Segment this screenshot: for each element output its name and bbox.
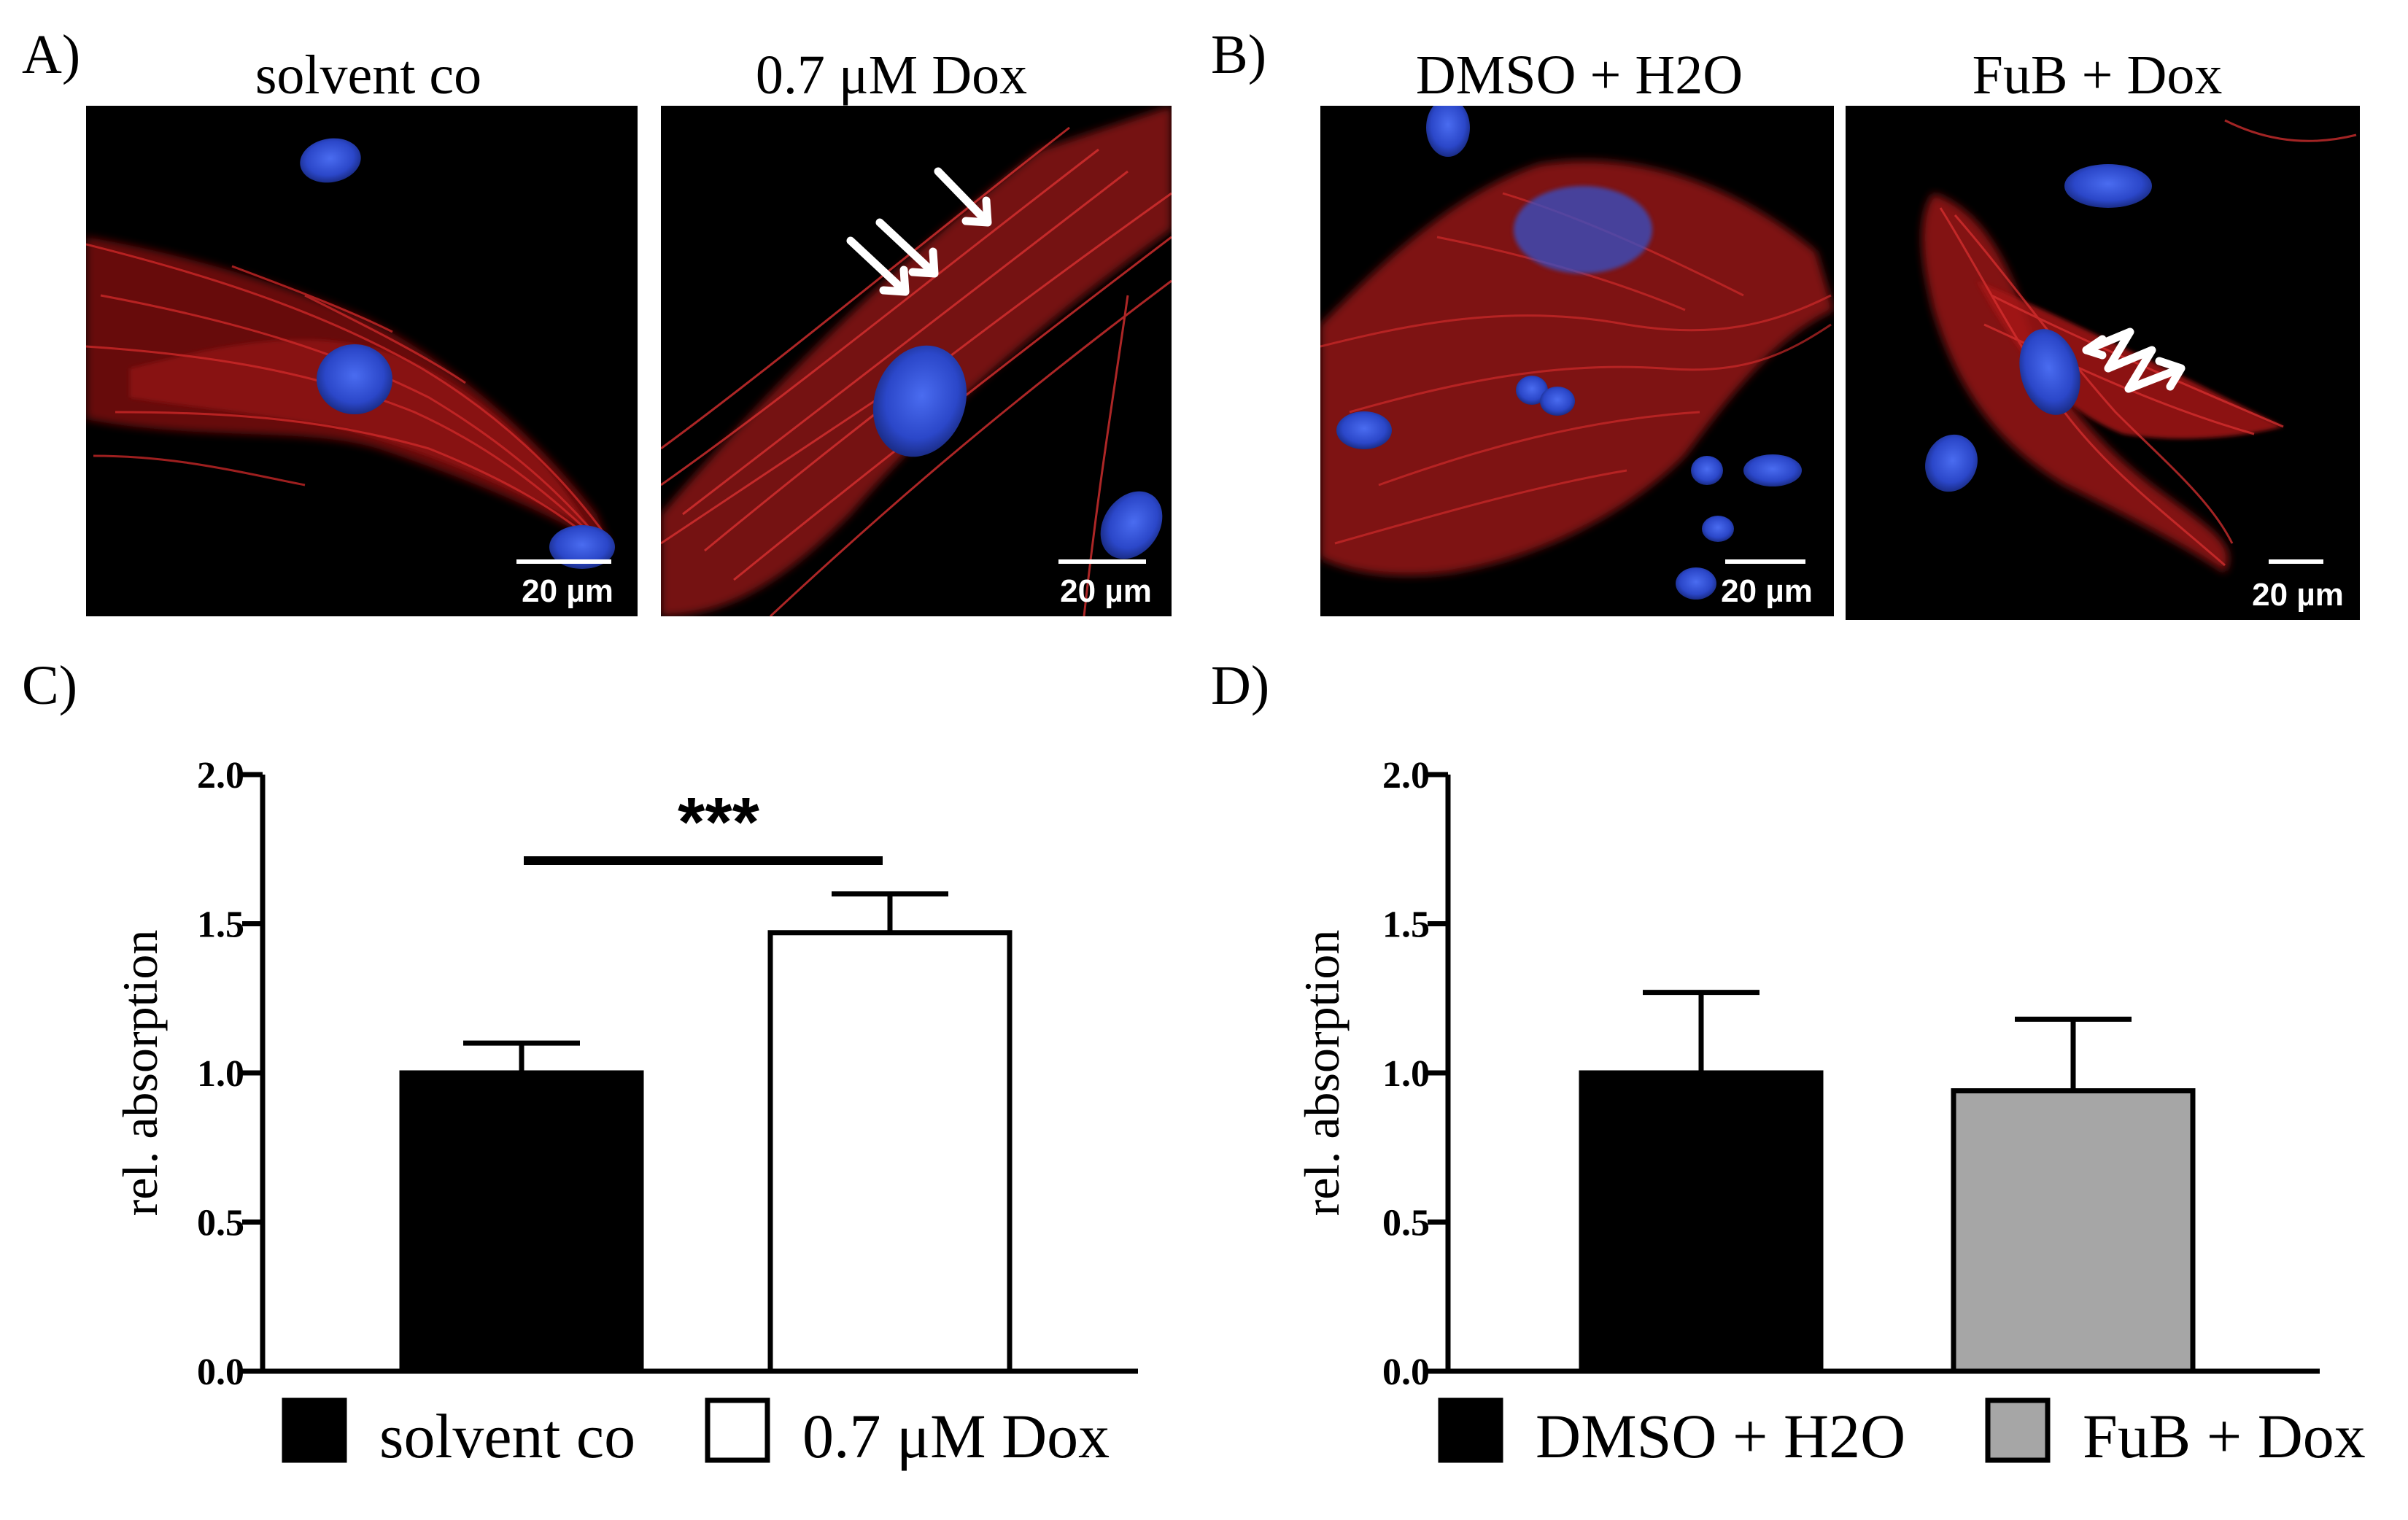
y-tick-label: 0.0	[197, 1352, 244, 1393]
image-title-dmso-h2o: DMSO + H2O	[1416, 44, 1743, 106]
image-title-solvent-co: solvent co	[255, 44, 481, 106]
bar-2	[1951, 1088, 2196, 1374]
bar-1	[399, 1070, 644, 1374]
y-axis-title: rel. absorption	[1294, 930, 1350, 1217]
legend-swatch-1	[1438, 1397, 1503, 1463]
scale-bar-label: 20 µm	[2252, 577, 2344, 613]
y-tick-label: 2.0	[1382, 755, 1430, 796]
legend-label-1: solvent co	[379, 1401, 635, 1471]
significance-label: ***	[678, 783, 760, 861]
y-tick-label: 2.0	[197, 755, 244, 796]
legend-label-2: FuB + Dox	[2083, 1401, 2366, 1471]
legend-label-1: DMSO + H2O	[1536, 1401, 1905, 1471]
panel-a-label: A)	[22, 24, 80, 85]
image-title-dox: 0.7 μM Dox	[756, 44, 1027, 106]
chart-d: 0.0 0.5 1.0 1.5 2.0 rel. absorption DMSO + H2O…	[1294, 755, 2366, 1471]
micrograph-dox: 20 µm	[661, 106, 1172, 616]
y-tick-label: 1.0	[1382, 1053, 1430, 1095]
legend-swatch-1	[282, 1397, 347, 1463]
scale-bar-label: 20 µm	[522, 573, 613, 609]
y-tick-label: 1.5	[197, 904, 244, 946]
y-tick-label: 1.0	[197, 1053, 244, 1095]
legend-swatch-2	[1985, 1397, 2051, 1463]
y-tick-label: 0.0	[1382, 1352, 1430, 1393]
scale-bar-label: 20 µm	[1721, 573, 1813, 609]
y-tick-label: 0.5	[1382, 1203, 1430, 1244]
bar-1	[1579, 1070, 1824, 1374]
panel-d-label: D)	[1211, 655, 1269, 716]
legend-label-2: 0.7 μM Dox	[802, 1401, 1110, 1471]
panel-c-label: C)	[22, 655, 77, 716]
micrograph-solvent-co: 20 µm	[86, 106, 638, 616]
legend-swatch-2	[705, 1397, 770, 1463]
y-axis-title: rel. absorption	[112, 930, 168, 1217]
micrograph-fub-dox: 20 µm	[1846, 106, 2360, 620]
y-tick-label: 1.5	[1382, 904, 1430, 946]
image-title-fub-dox: FuB + Dox	[1973, 44, 2223, 106]
scale-bar-label: 20 µm	[1060, 573, 1152, 609]
y-tick-label: 0.5	[197, 1203, 244, 1244]
micrograph-dmso-h2o: 20 µm	[1320, 106, 1834, 616]
panel-b-label: B)	[1211, 24, 1266, 85]
bar-2	[767, 930, 1013, 1374]
chart-c: 0.0 0.5 1.0 1.5 2.0 rel. absorption *** solvent…	[112, 755, 1138, 1471]
